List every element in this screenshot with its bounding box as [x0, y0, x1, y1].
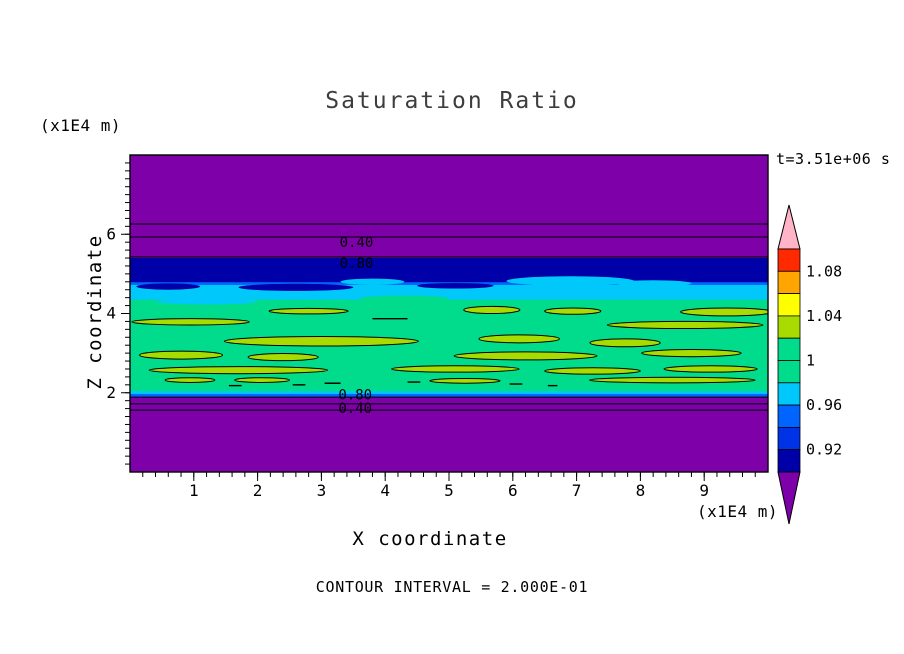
chart-title: Saturation Ratio [325, 88, 579, 114]
contour-blob [589, 338, 661, 348]
colorbar: 1.08 1.04 1 0.96 0.92 [777, 204, 842, 525]
axis-ticks [121, 162, 756, 481]
colorbar-label: 0.92 [806, 441, 842, 459]
contour-interval-note: CONTOUR INTERVAL = 2.000E-01 [315, 578, 589, 596]
colorbar-segment [777, 248, 801, 272]
contour-blob [663, 365, 758, 373]
tick-labels: 1 2 3 4 5 6 7 8 9 2 4 6 [106, 224, 709, 500]
contour-line-label: 0.80 [340, 256, 374, 272]
contour-blob [606, 320, 764, 330]
x-tick-label: 1 [189, 481, 199, 500]
colorbar-below-range-arrow [777, 471, 801, 525]
colorbar-segment [777, 360, 801, 384]
colorbar-label: 0.96 [806, 396, 842, 414]
z-tick-label: 6 [106, 224, 116, 243]
contour-blob [223, 335, 419, 347]
colorbar-above-range-arrow [777, 204, 801, 250]
contour-blob [463, 305, 521, 314]
colorbar-segment [777, 337, 801, 361]
contour-blob [391, 365, 520, 373]
contour-blob [148, 366, 329, 375]
x-tick-label: 5 [444, 481, 454, 500]
colorbar-segment [777, 404, 801, 428]
colorbar-segment [777, 449, 801, 473]
contour-blob [131, 318, 250, 326]
timestamp-label: t=3.51e+06 s [776, 150, 891, 168]
x-axis-units-label: (x1E4 m) [696, 502, 778, 521]
colorbar-segment [777, 382, 801, 406]
contour-line-label: 0.40 [340, 235, 374, 251]
x-tick-label: 8 [636, 481, 646, 500]
colorbar-segment [777, 270, 801, 294]
contour-blob [429, 377, 501, 384]
colorbar-segment [777, 426, 801, 451]
x-tick-label: 9 [699, 481, 709, 500]
contour-blob [234, 377, 291, 383]
x-tick-label: 2 [253, 481, 263, 500]
contour-blob [544, 367, 641, 375]
colorbar-label: 1 [806, 352, 815, 370]
colorbar-segment [777, 293, 801, 317]
z-tick-label: 4 [106, 304, 116, 323]
contour-line-label: 0.80 [338, 388, 372, 404]
x-tick-label: 3 [317, 481, 327, 500]
contour-blob [453, 351, 598, 361]
z-tick-label: 2 [106, 383, 116, 402]
contour-field: 0.400.800.800.40 [130, 155, 768, 472]
contour-blob [544, 307, 602, 315]
x-axis-title: X coordinate [352, 528, 508, 550]
contour-blob [164, 377, 216, 383]
contour-blob [680, 307, 768, 317]
contour-blob [478, 334, 560, 344]
x-tick-label: 6 [508, 481, 518, 500]
contour-line-label: 0.40 [338, 401, 372, 417]
x-tick-label: 7 [572, 481, 582, 500]
y-axis-units-label: (x1E4 m) [40, 116, 122, 135]
colorbar-label: 1.08 [806, 262, 842, 280]
contour-blob [268, 307, 349, 315]
colorbar-segment [777, 315, 801, 339]
contour-blob [641, 349, 742, 358]
contour-blob [139, 350, 224, 360]
colorbar-label: 1.04 [806, 307, 842, 325]
x-tick-label: 4 [380, 481, 390, 500]
contour-blob [247, 353, 319, 362]
contour-blob [588, 376, 756, 384]
